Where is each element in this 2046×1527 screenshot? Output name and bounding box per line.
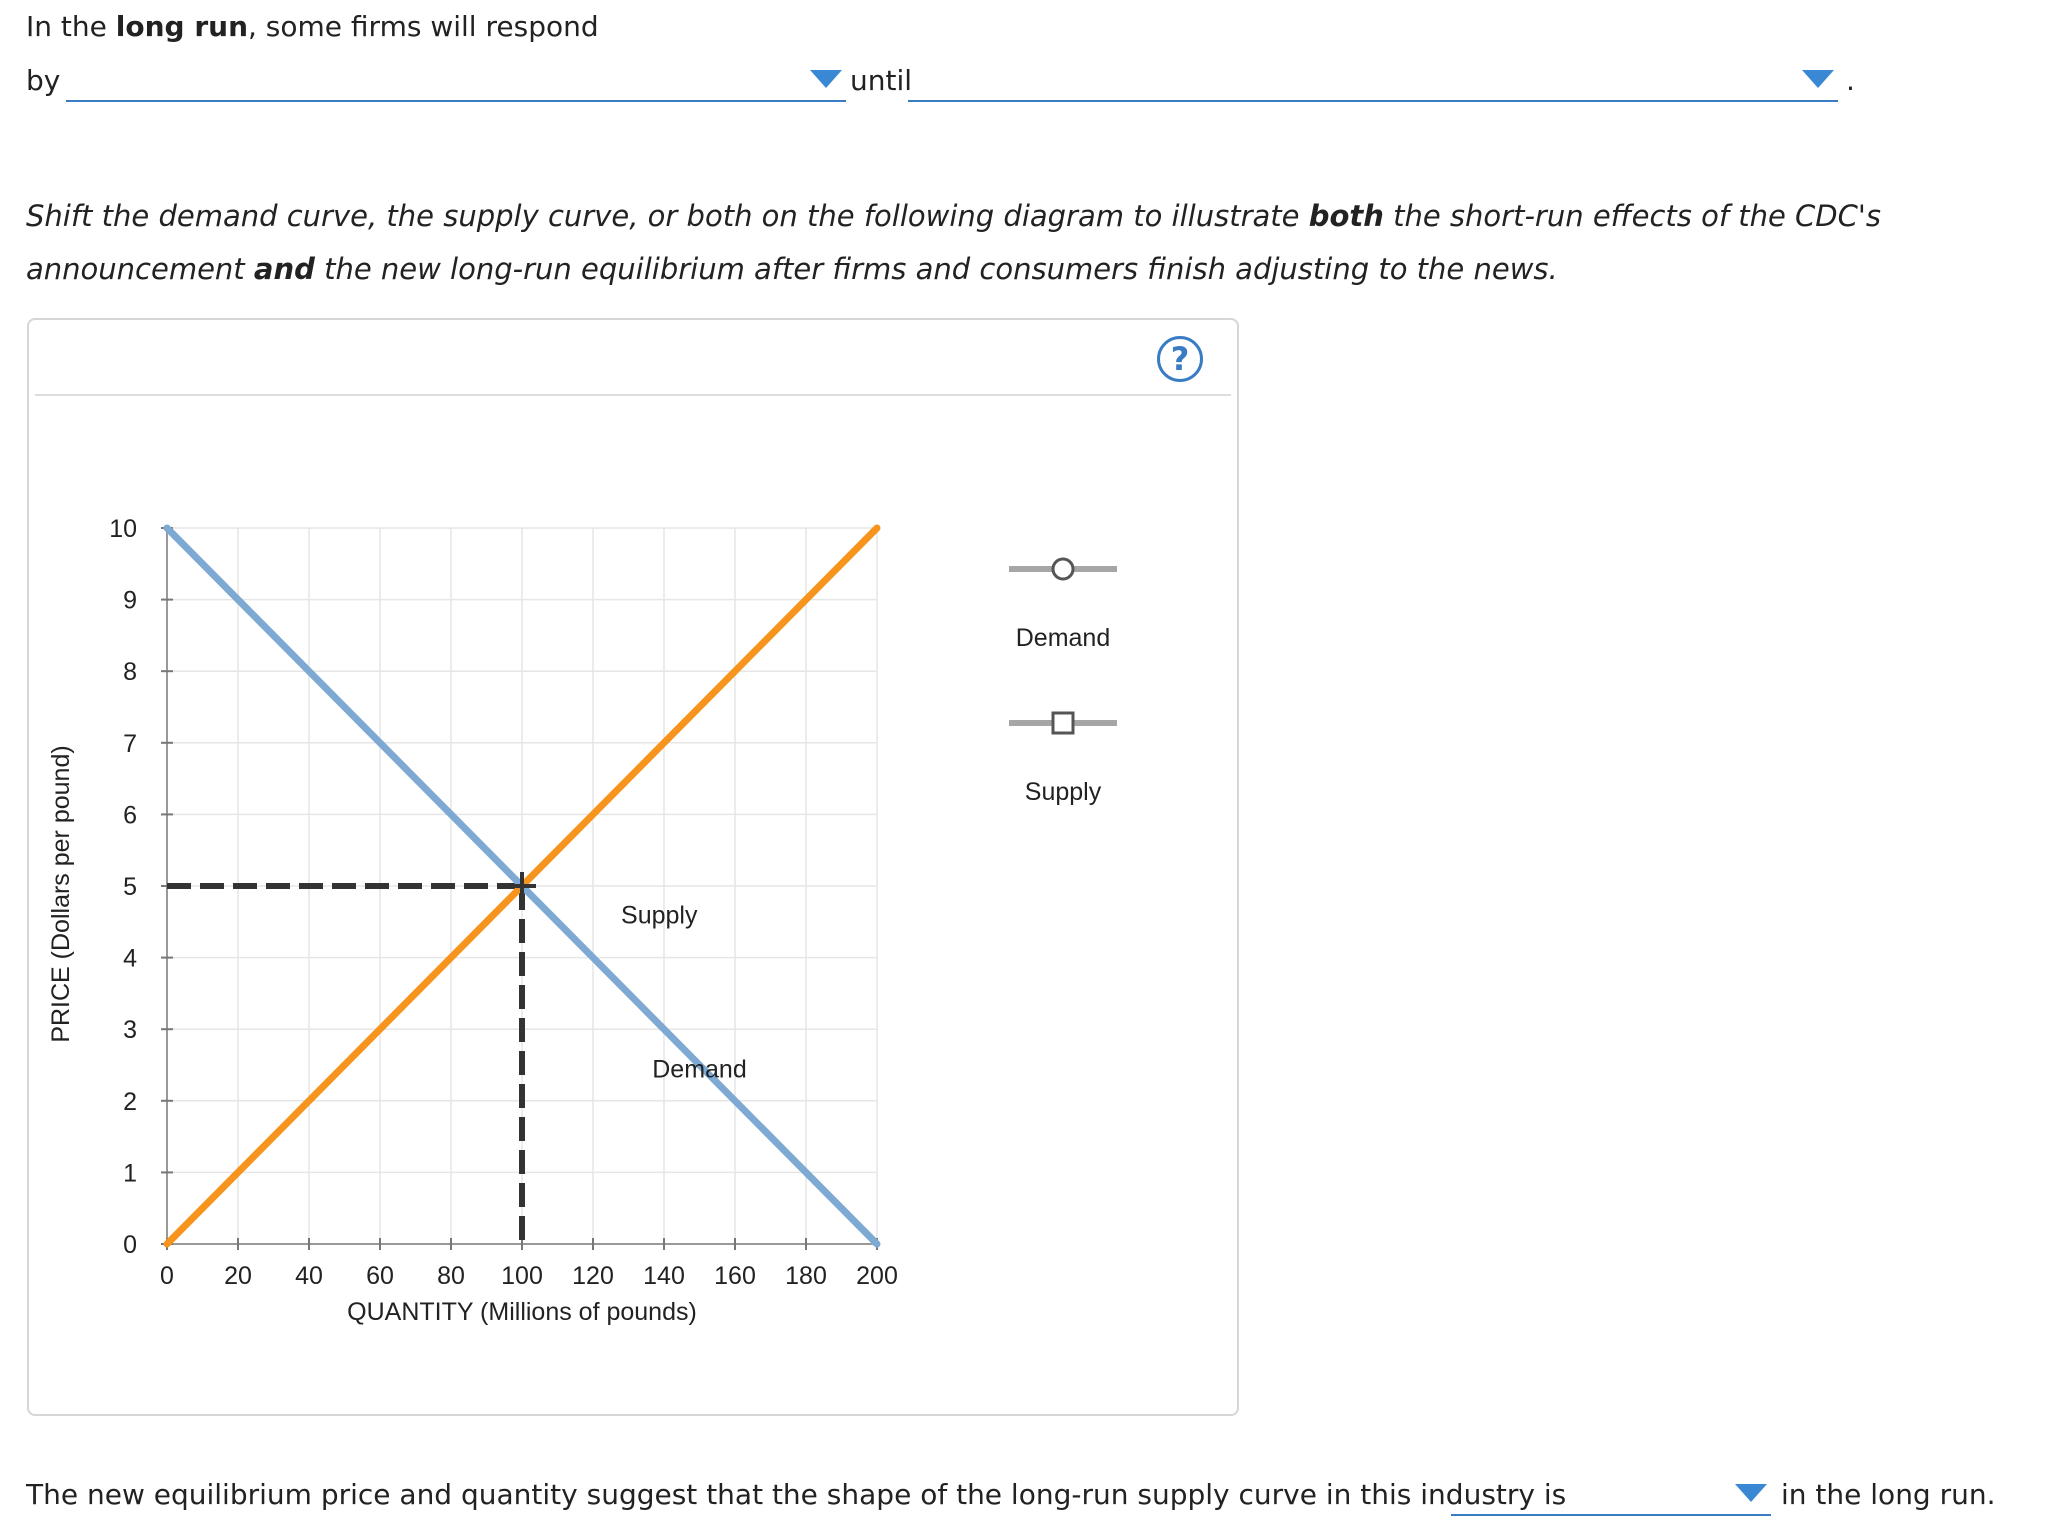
demand-curve-label: Demand: [652, 1056, 747, 1084]
y-tick-label: 10: [109, 515, 137, 543]
x-axis-label: QUANTITY (Millions of pounds): [347, 1298, 697, 1326]
supply-demand-chart: 0 20 40 60 80 100 120 140 160 180 200012345678910 …: [47, 515, 1117, 1326]
question-text-part: In the: [26, 10, 116, 43]
x-tick-label: 180: [785, 1262, 827, 1290]
help-icon[interactable]: ?: [1157, 336, 1203, 382]
chevron-down-icon: [810, 70, 842, 88]
instructions-bold: and: [253, 252, 315, 286]
legend-demand-tool[interactable]: [1009, 557, 1117, 581]
instructions-text: Shift the demand curve, the supply curve…: [26, 199, 1309, 233]
question-text-bold: long run: [115, 10, 248, 43]
equilibrium-guides: [167, 883, 525, 1244]
chart-markers: Supply Demand: [508, 872, 747, 1084]
y-tick-label: 6: [123, 801, 137, 829]
y-tick-label: 1: [123, 1159, 137, 1187]
x-tick-label: 80: [437, 1262, 465, 1290]
long-run-question-end: in the long run.: [1781, 1478, 1996, 1511]
y-tick-label: 3: [123, 1016, 137, 1044]
x-tick-label: 160: [714, 1262, 756, 1290]
sentence-period: .: [1846, 64, 1855, 97]
panel-divider: [35, 394, 1231, 396]
legend-supply-tool[interactable]: [1009, 711, 1117, 735]
chevron-down-icon: [1802, 70, 1834, 88]
chevron-down-icon: [1735, 1484, 1767, 1502]
x-tick-label: 40: [295, 1262, 323, 1290]
by-label: by: [26, 64, 61, 97]
instructions-bold: both: [1308, 199, 1384, 233]
graph-instructions: Shift the demand curve, the supply curve…: [26, 190, 2036, 296]
response-dropdown[interactable]: [66, 60, 846, 102]
until-label: until: [850, 64, 913, 97]
x-tick-label: 200: [856, 1262, 898, 1290]
y-tick-label: 5: [123, 873, 137, 901]
x-tick-label: 140: [643, 1262, 685, 1290]
supply-curve-label: Supply: [621, 902, 698, 930]
x-tick-label: 0: [160, 1262, 174, 1290]
y-axis-label: PRICE (Dollars per pound): [47, 745, 75, 1042]
x-tick-label: 20: [224, 1262, 252, 1290]
y-tick-label: 7: [123, 730, 137, 758]
supply-square-icon: [1051, 711, 1075, 735]
question-text-part: , some firms will respond: [248, 10, 599, 43]
y-tick-label: 8: [123, 658, 137, 686]
x-tick-label: 100: [501, 1262, 543, 1290]
long-run-supply-question: The new equilibrium price and quantity s…: [26, 1478, 1567, 1511]
legend-demand-label: Demand: [1016, 624, 1111, 652]
y-tick-label: 0: [123, 1231, 137, 1259]
supply-shape-dropdown[interactable]: [1451, 1474, 1771, 1516]
x-tick-label: 120: [572, 1262, 614, 1290]
legend-supply-label: Supply: [1025, 778, 1102, 806]
instructions-text: the new long-run equilibrium after firms…: [314, 252, 1558, 286]
instructions-text: the short-run effects of the CDC's annou…: [26, 199, 1881, 286]
question-long-run-text: In the long run, some firms will respond: [26, 10, 599, 43]
y-tick-label: 4: [123, 945, 137, 973]
until-dropdown[interactable]: [908, 60, 1838, 102]
chart-ticks: 0 20 40 60 80 100 120 140 160 180 200 0 1 2 3 4 5 6 7 8 9 10: [109, 515, 898, 1290]
demand-circle-icon: [1051, 557, 1075, 581]
graph-panel: ? 0 20 40 60 80 100 120 140 160 180 200 0 1 2 3 4 5 6 7 8 9 1…: [27, 318, 1239, 1416]
x-tick-label: 60: [366, 1262, 394, 1290]
y-tick-label: 9: [123, 587, 137, 615]
y-tick-label: 2: [123, 1088, 137, 1116]
